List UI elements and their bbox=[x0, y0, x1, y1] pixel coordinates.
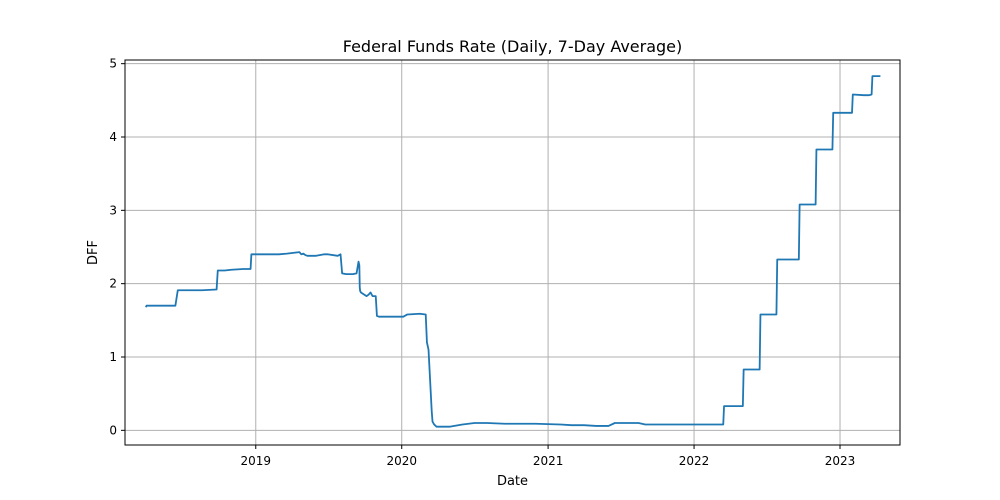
y-tick-label: 0 bbox=[109, 423, 117, 437]
y-tick-label: 3 bbox=[109, 203, 117, 217]
x-tick-label: 2020 bbox=[386, 454, 417, 468]
series-line bbox=[145, 75, 881, 428]
x-tick-label: 2019 bbox=[240, 454, 271, 468]
y-tick-label: 4 bbox=[109, 130, 117, 144]
x-tick-label: 2021 bbox=[533, 454, 564, 468]
y-tick-label: 2 bbox=[109, 277, 117, 291]
x-axis-label: Date bbox=[497, 474, 528, 489]
x-tick-label: 2022 bbox=[679, 454, 710, 468]
x-tick-label: 2023 bbox=[825, 454, 856, 468]
plot-frame bbox=[124, 59, 901, 446]
series-layer bbox=[145, 75, 881, 428]
chart-title: Federal Funds Rate (Daily, 7-Day Average… bbox=[343, 37, 683, 56]
axis-ticks: 2019 2020 2021 2022 2023 0 1 2 3 4 5 bbox=[109, 57, 855, 468]
y-tick-label: 5 bbox=[109, 57, 117, 71]
grid-lines bbox=[125, 60, 900, 445]
y-tick-label: 1 bbox=[109, 350, 117, 364]
y-axis-label: DFF bbox=[86, 240, 101, 265]
